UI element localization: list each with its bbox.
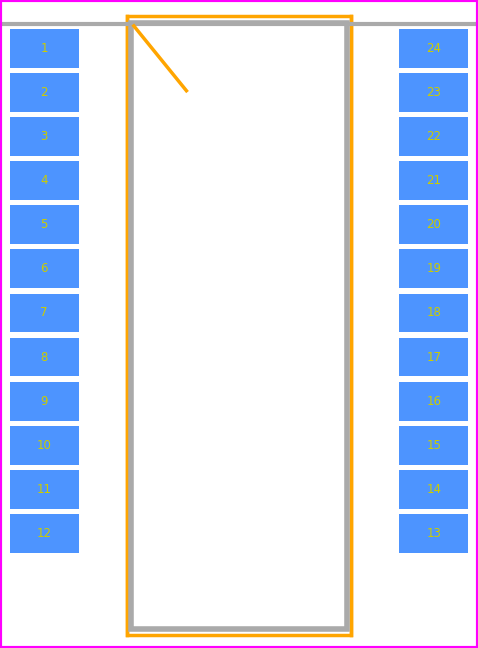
Bar [10, 514, 79, 553]
Text: 5: 5 [41, 218, 48, 231]
Bar [399, 514, 468, 553]
Text: 11: 11 [37, 483, 52, 496]
Bar [10, 426, 79, 465]
Text: 23: 23 [426, 86, 441, 99]
Bar [10, 382, 79, 421]
Bar [399, 338, 468, 376]
Bar [10, 294, 79, 332]
Bar [399, 29, 468, 68]
Bar [399, 205, 468, 244]
Text: 2: 2 [41, 86, 48, 99]
Text: 16: 16 [426, 395, 441, 408]
Bar [10, 338, 79, 376]
Text: 6: 6 [41, 262, 48, 275]
Text: 21: 21 [426, 174, 441, 187]
Bar [10, 161, 79, 200]
Text: 7: 7 [41, 307, 48, 319]
Bar [10, 117, 79, 156]
Bar [10, 205, 79, 244]
Bar [399, 117, 468, 156]
Text: 19: 19 [426, 262, 441, 275]
Bar [10, 470, 79, 509]
Bar [127, 16, 351, 635]
Text: 15: 15 [426, 439, 441, 452]
Bar [399, 73, 468, 112]
Text: 9: 9 [41, 395, 48, 408]
Text: 1: 1 [41, 42, 48, 55]
Text: 24: 24 [426, 42, 441, 55]
Bar [399, 161, 468, 200]
Text: 4: 4 [41, 174, 48, 187]
Bar [399, 470, 468, 509]
Text: 22: 22 [426, 130, 441, 143]
Text: 12: 12 [37, 527, 52, 540]
Text: 20: 20 [426, 218, 441, 231]
Bar [399, 382, 468, 421]
Bar [10, 73, 79, 112]
Text: 17: 17 [426, 351, 441, 364]
Text: 18: 18 [426, 307, 441, 319]
Text: 10: 10 [37, 439, 52, 452]
Bar [399, 249, 468, 288]
Bar [399, 294, 468, 332]
Bar [10, 249, 79, 288]
Bar [399, 426, 468, 465]
Text: 8: 8 [41, 351, 48, 364]
Bar [10, 29, 79, 68]
Text: 3: 3 [41, 130, 48, 143]
Text: 14: 14 [426, 483, 441, 496]
Text: 13: 13 [426, 527, 441, 540]
Bar [131, 23, 347, 629]
